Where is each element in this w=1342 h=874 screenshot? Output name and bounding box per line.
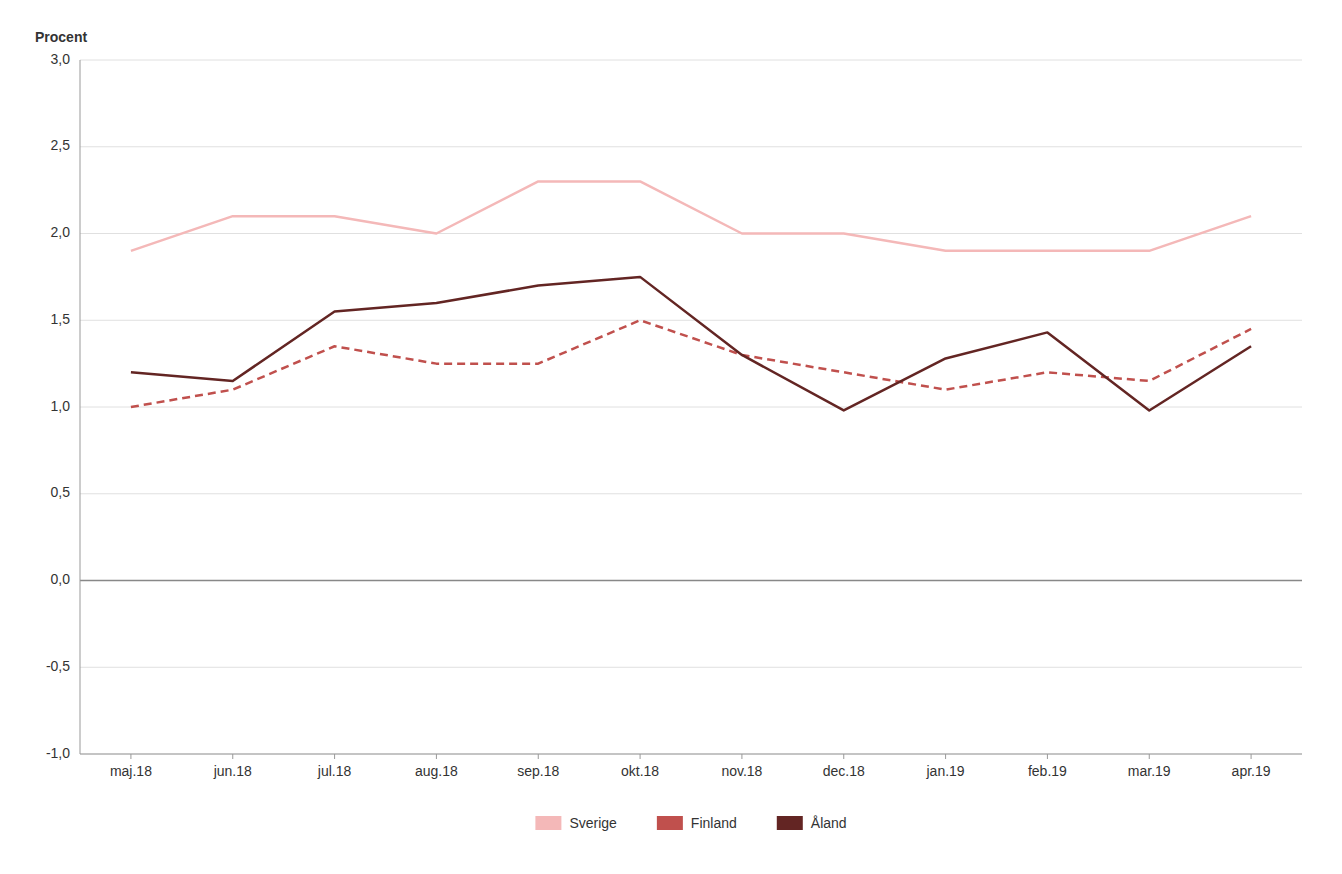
y-axis-label: Procent xyxy=(35,29,87,45)
grid-line xyxy=(80,407,1302,408)
x-tick-label: sep.18 xyxy=(517,763,559,779)
x-tick xyxy=(1251,754,1252,759)
series-line xyxy=(131,181,1251,250)
x-tick-label: okt.18 xyxy=(621,763,659,779)
legend-swatch xyxy=(535,816,561,830)
legend-swatch xyxy=(657,816,683,830)
y-axis xyxy=(80,60,81,754)
grid xyxy=(80,60,1302,754)
legend-item: Åland xyxy=(777,815,847,831)
y-tick-label: 0,5 xyxy=(51,484,71,500)
legend-label: Sverige xyxy=(569,815,617,831)
zero-line xyxy=(80,580,1302,582)
y-tick-label: 2,5 xyxy=(51,137,71,153)
legend-item: Finland xyxy=(657,815,737,831)
grid-line xyxy=(80,233,1302,234)
x-tick-label: nov.18 xyxy=(721,763,762,779)
x-tick-label: maj.18 xyxy=(110,763,152,779)
grid-line xyxy=(80,320,1302,321)
legend-item: Sverige xyxy=(535,815,617,831)
x-tick-label: jun.18 xyxy=(213,763,252,779)
x-tick-label: apr.19 xyxy=(1232,763,1271,779)
legend: Sverige Finland Åland xyxy=(535,815,846,831)
x-tick xyxy=(334,754,335,759)
legend-swatch xyxy=(777,816,803,830)
y-tick-label: 1,5 xyxy=(51,311,71,327)
grid-line xyxy=(80,60,1302,61)
x-tick xyxy=(945,754,946,759)
x-tick xyxy=(843,754,844,759)
grid-line xyxy=(80,754,1302,755)
x-tick xyxy=(1047,754,1048,759)
y-tick-label: 1,0 xyxy=(51,398,71,414)
x-axis xyxy=(80,754,1302,755)
legend-label: Finland xyxy=(691,815,737,831)
legend-label: Åland xyxy=(811,815,847,831)
x-tick-label: jul.18 xyxy=(317,763,352,779)
y-tick-label: 0,0 xyxy=(51,571,71,587)
x-tick xyxy=(1149,754,1150,759)
grid-line xyxy=(80,146,1302,147)
grid-line xyxy=(80,580,1302,581)
x-tick-label: feb.19 xyxy=(1028,763,1067,779)
x-tick-label: aug.18 xyxy=(415,763,458,779)
series-line xyxy=(131,277,1251,411)
x-tick xyxy=(538,754,539,759)
x-tick-label: dec.18 xyxy=(823,763,865,779)
x-tick xyxy=(436,754,437,759)
grid-line xyxy=(80,667,1302,668)
chart: -1,0 -0,5 0,0 0,5 1,0 1,5 2,0 2,5 3,0 maj.18 jun.1… xyxy=(0,0,1342,874)
y-tick-label: -1,0 xyxy=(46,745,70,761)
grid-line xyxy=(80,493,1302,494)
x-tick xyxy=(640,754,641,759)
y-tick-label: 3,0 xyxy=(51,51,71,67)
x-tick xyxy=(232,754,233,759)
series-line xyxy=(131,320,1251,407)
x-tick xyxy=(130,754,131,759)
x-tick xyxy=(741,754,742,759)
x-tick-label: mar.19 xyxy=(1128,763,1171,779)
y-tick-label: 2,0 xyxy=(51,224,71,240)
x-tick-label: jan.19 xyxy=(926,763,965,779)
y-tick-label: -0,5 xyxy=(46,658,70,674)
series-lines xyxy=(131,181,1251,410)
